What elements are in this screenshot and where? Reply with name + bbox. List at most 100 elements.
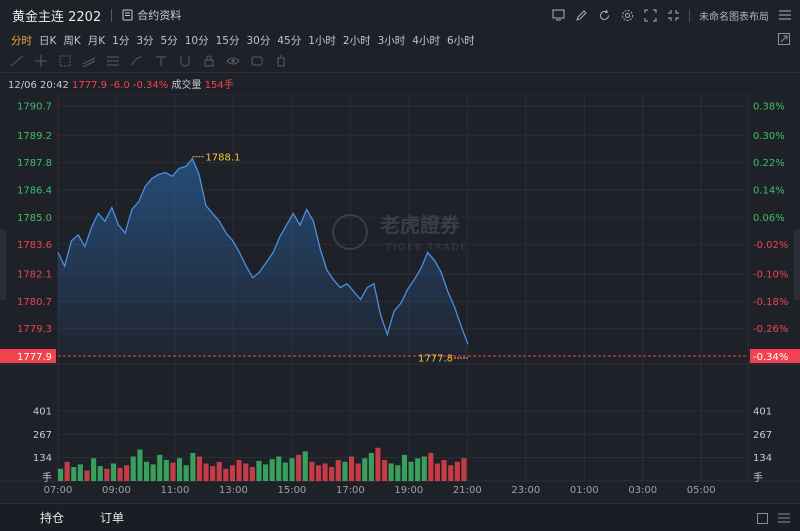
volume-bar [329, 467, 335, 481]
pct-tick-label: -0.26% [753, 324, 788, 335]
volume-unit-label: 手 [42, 471, 52, 484]
price-line [57, 157, 469, 345]
volume-bar [77, 464, 83, 481]
period-tab[interactable]: 6小时 [446, 34, 475, 47]
volume-bar [368, 453, 374, 481]
document-icon [122, 9, 133, 21]
volume-bar [84, 470, 90, 481]
panel-expand-icon[interactable] [757, 512, 768, 524]
volume-bar [434, 463, 440, 481]
brush-tool-icon[interactable] [130, 55, 144, 67]
panel-menu-icon[interactable] [778, 513, 790, 523]
magnet-icon[interactable] [178, 55, 192, 67]
volume-bar [216, 461, 222, 482]
volume-tick-label: 267 [33, 430, 52, 441]
quote-price: 1777.9 [72, 80, 108, 91]
period-tab[interactable]: 1分 [112, 34, 130, 47]
period-tab[interactable]: 2小时 [342, 34, 371, 47]
volume-bar [124, 465, 130, 482]
pct-tick-label: 0.14% [753, 185, 785, 196]
text-tool-icon[interactable] [154, 55, 168, 67]
volume-bar [355, 463, 361, 481]
channel-tool-icon[interactable] [82, 55, 96, 67]
period-tab[interactable]: 1小时 [308, 34, 336, 47]
volume-bar [375, 447, 381, 482]
current-price-box [0, 349, 56, 363]
edit-icon[interactable] [574, 8, 588, 22]
drawing-toolbar [0, 52, 800, 70]
volume-bar [110, 463, 116, 481]
price-tick-label: 1786.4 [17, 185, 52, 196]
volume-bar [342, 461, 348, 482]
contract-info-link[interactable]: 合约资料 [122, 7, 181, 23]
period-tab[interactable]: 15分 [215, 34, 240, 47]
quote-datetime: 12/06 20:42 [8, 80, 69, 91]
time-tick-label: 19:00 [394, 485, 423, 496]
volume-bar [249, 467, 255, 481]
period-tab[interactable]: 日K [39, 34, 57, 47]
period-tab[interactable]: 周K [63, 34, 81, 47]
volume-bar [203, 463, 209, 481]
volume-bar [150, 464, 156, 481]
volume-bar [289, 458, 295, 482]
fullscreen-icon[interactable] [643, 8, 657, 22]
volume-bar [448, 465, 454, 482]
period-tab[interactable]: 3分 [136, 34, 154, 47]
trash-icon[interactable] [274, 55, 288, 67]
volume-bar [269, 459, 275, 481]
volume-bar [58, 468, 64, 482]
eye-icon[interactable] [226, 55, 240, 67]
watermark-cn: 老虎證券 [380, 213, 461, 237]
period-tab[interactable]: 3小时 [377, 34, 406, 47]
lock-icon[interactable] [202, 55, 216, 67]
volume-unit-label-right: 手 [753, 471, 763, 484]
volume-tick-label-right: 401 [753, 406, 772, 417]
period-tab[interactable]: 月K [87, 34, 106, 47]
fib-tool-icon[interactable] [106, 55, 120, 67]
time-tick-label: 21:00 [453, 485, 482, 496]
contract-info-label: 合约资料 [137, 9, 182, 22]
period-tab[interactable]: 30分 [246, 34, 271, 47]
period-tab[interactable]: 分时 [11, 34, 32, 47]
pct-tick-label: -0.02% [753, 240, 788, 251]
period-tab[interactable]: 45分 [277, 34, 302, 47]
volume-bar [163, 460, 169, 481]
volume-value: 154手 [204, 80, 234, 91]
rect-tool-icon[interactable] [58, 55, 72, 67]
volume-bar [322, 463, 328, 481]
screen-icon[interactable] [551, 8, 565, 22]
volume-bar [210, 466, 216, 481]
pct-tick-label: -0.10% [753, 269, 788, 280]
layout-name[interactable]: 未命名图表布局 [699, 11, 769, 23]
line-tool-icon[interactable] [10, 55, 24, 67]
controls-divider [689, 8, 690, 22]
volume-bar [362, 458, 368, 482]
link-icon[interactable] [250, 55, 264, 67]
gear-icon[interactable] [620, 8, 634, 22]
period-tab[interactable]: 4小时 [412, 34, 440, 47]
period-tab[interactable]: 10分 [184, 34, 209, 47]
left-panel-handle[interactable] [0, 230, 6, 300]
expand-icon[interactable] [778, 33, 790, 45]
bottom-panel-controls [757, 504, 790, 531]
volume-bar [130, 456, 136, 481]
price-tick-label: 1779.3 [17, 324, 52, 335]
price-tick-label: 1787.8 [17, 158, 52, 169]
tab-positions[interactable]: 持仓 [40, 511, 65, 525]
minimize-icon[interactable] [666, 8, 680, 22]
price-chart[interactable]: 1790.7 0.38% 1789.2 0.30% 1787.8 0.22% 1786.4 0… [0, 94, 800, 500]
tab-orders[interactable]: 订单 [100, 511, 125, 525]
cross-tool-icon[interactable] [34, 55, 48, 67]
menu-icon[interactable] [778, 8, 792, 22]
refresh-icon[interactable] [597, 8, 611, 22]
volume-bar [71, 467, 77, 481]
volume-tick-label-right: 134 [753, 453, 772, 464]
period-tab[interactable]: 5分 [160, 34, 178, 47]
quote-change-pct: -0.34% [132, 80, 169, 91]
time-tick-label: 07:00 [44, 485, 73, 496]
low-label: 1777.8 [418, 353, 453, 364]
right-panel-handle[interactable] [794, 230, 800, 300]
pct-tick-label: 0.22% [753, 158, 785, 169]
volume-bar [196, 456, 202, 481]
